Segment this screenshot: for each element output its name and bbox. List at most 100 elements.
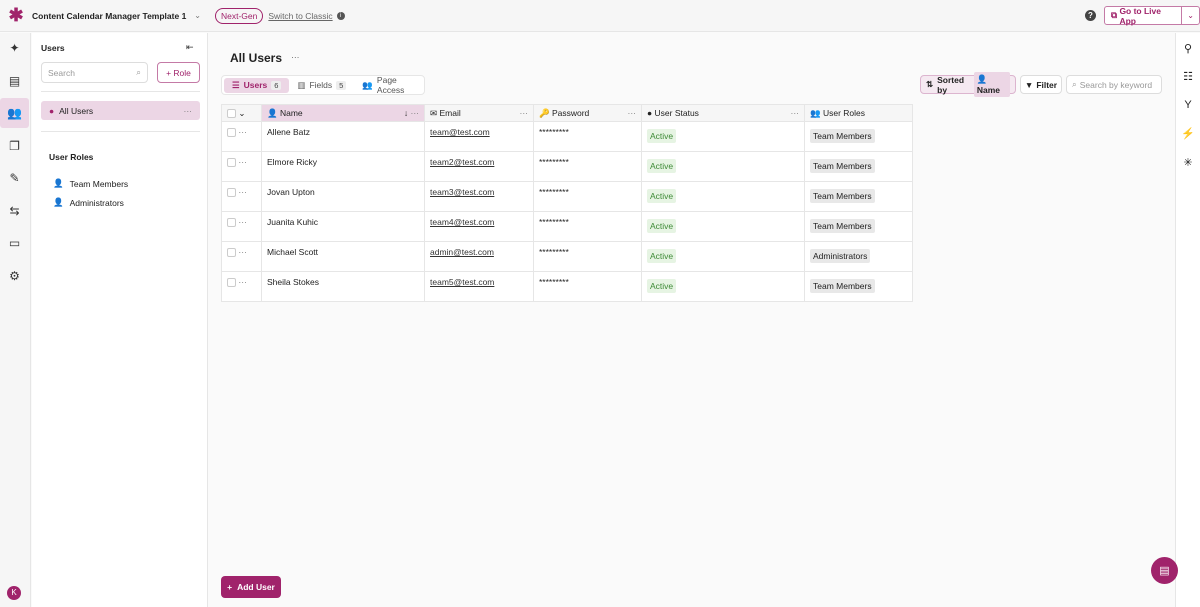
email-cell[interactable]: admin@test.com [424,241,534,272]
avatar[interactable]: K [7,586,21,600]
row-checkbox[interactable] [227,188,236,198]
name-cell[interactable]: Michael Scott [261,241,425,272]
more-icon[interactable]: ··· [238,277,247,287]
info-icon[interactable]: i [336,11,345,20]
column-header-user-status[interactable]: ● User Status ··· [641,104,805,122]
password-cell[interactable]: ********* [533,241,642,272]
sidebar-item-administrators[interactable]: 👤 Administrators [53,197,124,208]
switch-to-classic-link[interactable]: Switch to Classic [268,10,333,21]
pages-icon[interactable]: ❐ [9,138,20,153]
checklist-icon[interactable]: ☷ [1183,71,1193,84]
row-checkbox[interactable] [227,278,236,288]
sort-button[interactable]: ⇅ Sorted by 👤 Name [920,72,1016,97]
users-icon[interactable]: 👥 [0,98,29,128]
sort-arrow-down-icon[interactable]: ↓ [403,108,409,118]
more-icon[interactable]: ··· [238,157,247,167]
column-header-email[interactable]: ✉ Email ··· [424,104,534,122]
select-all-checkbox[interactable] [227,108,236,118]
branch-icon[interactable]: Y [1184,99,1192,112]
more-icon[interactable]: ··· [238,247,247,257]
more-icon[interactable]: ··· [519,108,529,118]
email-cell[interactable]: team4@test.com [424,211,534,242]
sidebar-item-all-users[interactable]: ● All Users ··· [41,101,200,120]
role-cell[interactable]: Team Members [804,181,913,212]
email-cell[interactable]: team5@test.com [424,271,534,302]
role-cell[interactable]: Team Members [804,271,913,302]
filter-button[interactable]: ▼ Filter [1020,75,1062,94]
role-cell[interactable]: Team Members [804,121,913,152]
name-cell[interactable]: Juanita Kuhic [261,211,425,242]
table-row[interactable]: ··· Juanita Kuhic team4@test.com *******… [221,211,913,242]
card-icon[interactable]: ▭ [8,236,21,250]
more-icon[interactable]: ··· [790,108,800,118]
role-cell[interactable]: Team Members [804,151,913,182]
lightning-icon[interactable]: ⚡ [1181,128,1195,141]
more-icon[interactable]: ··· [238,217,247,227]
status-cell[interactable]: Active [641,241,805,272]
email-link[interactable]: admin@test.com [430,247,494,257]
app-logo-icon[interactable]: ✱ [8,5,24,25]
row-checkbox[interactable] [227,218,236,228]
email-cell[interactable]: team@test.com [424,121,534,152]
network-icon[interactable]: ✳ [1183,156,1193,169]
chevron-down-icon[interactable]: ⌄ [238,107,246,118]
tab-users[interactable]: ☰ Users 6 [224,77,290,93]
tab-fields[interactable]: ▥ Fields 5 [289,78,354,93]
name-cell[interactable]: Elmore Ricky [261,151,425,182]
collapse-panel-icon[interactable]: ⇤ [186,42,194,52]
email-link[interactable]: team5@test.com [430,277,495,287]
panel-search-input[interactable]: Search ⌕ [41,62,148,83]
column-header-password[interactable]: 🔑 Password ··· [533,104,642,122]
table-row[interactable]: ··· Michael Scott admin@test.com *******… [221,241,913,272]
email-link[interactable]: team@test.com [430,127,490,137]
plug-icon[interactable]: ⚲ [1183,42,1193,55]
status-cell[interactable]: Active [641,271,805,302]
more-icon[interactable]: ··· [627,108,637,118]
help-icon[interactable]: ? [1085,10,1096,21]
status-cell[interactable]: Active [641,211,805,242]
keyword-search-input[interactable]: ⌕ Search by keyword [1066,75,1162,94]
tab-page-access[interactable]: 👥 Page Access [354,75,422,95]
role-cell[interactable]: Administrators [804,241,913,272]
row-checkbox[interactable] [227,248,236,258]
go-to-live-app-button[interactable]: ⧉ Go to Live App ⌄ [1104,6,1200,26]
name-cell[interactable]: Jovan Upton [261,181,425,212]
more-icon[interactable]: ··· [410,108,420,118]
table-row[interactable]: ··· Allene Batz team@test.com ********* … [221,121,913,152]
email-cell[interactable]: team3@test.com [424,181,534,212]
table-row[interactable]: ··· Elmore Ricky team2@test.com ********… [221,151,913,182]
password-cell[interactable]: ********* [533,211,642,242]
table-icon[interactable]: ▤ [8,73,21,88]
chevron-down-icon[interactable]: ⌄ [194,11,201,20]
brush-icon[interactable]: ✎ [9,171,20,185]
column-header-name[interactable]: 👤 Name ↓ ··· [261,104,425,122]
row-checkbox[interactable] [227,128,236,138]
email-link[interactable]: team3@test.com [430,187,495,197]
more-icon[interactable]: ··· [183,105,193,116]
email-link[interactable]: team4@test.com [430,217,495,227]
more-icon[interactable]: ··· [238,187,247,197]
email-cell[interactable]: team2@test.com [424,151,534,182]
status-cell[interactable]: Active [641,181,805,212]
password-cell[interactable]: ********* [533,151,642,182]
sidebar-item-team-members[interactable]: 👤 Team Members [53,178,128,189]
gear-icon[interactable]: ⚙ [9,268,20,283]
name-cell[interactable]: Allene Batz [261,121,425,152]
add-role-button[interactable]: + Role [157,62,200,83]
chat-support-button[interactable]: ▤ [1151,557,1178,584]
name-cell[interactable]: Sheila Stokes [261,271,425,302]
status-cell[interactable]: Active [641,121,805,152]
table-row[interactable]: ··· Sheila Stokes team5@test.com *******… [221,271,913,302]
email-link[interactable]: team2@test.com [430,157,495,167]
add-user-button[interactable]: + Add User [221,576,281,598]
column-header-user-roles[interactable]: 👥 User Roles [804,104,913,122]
password-cell[interactable]: ********* [533,181,642,212]
status-cell[interactable]: Active [641,151,805,182]
sparkle-icon[interactable]: ✦ [9,41,20,55]
flow-icon[interactable]: ⇆ [9,203,20,218]
password-cell[interactable]: ********* [533,121,642,152]
select-all-header[interactable]: ⌄ [221,104,262,122]
table-row[interactable]: ··· Jovan Upton team3@test.com *********… [221,181,913,212]
row-checkbox[interactable] [227,158,236,168]
more-icon[interactable]: ··· [238,127,247,137]
